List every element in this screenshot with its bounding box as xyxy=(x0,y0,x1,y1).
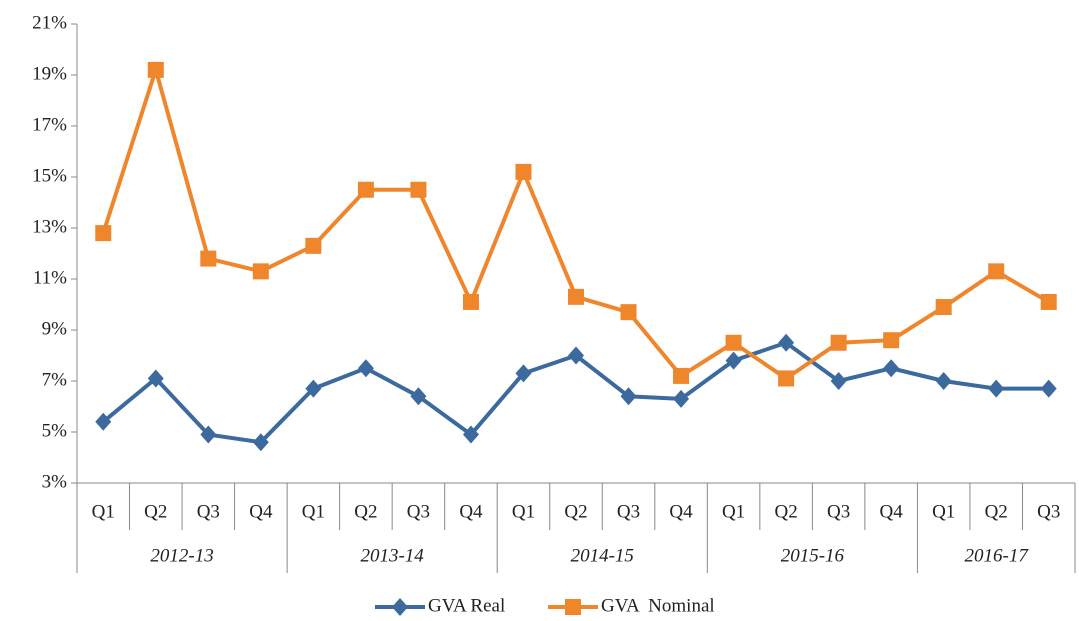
legend-label: GVA Nominal xyxy=(601,595,715,616)
x-tick-label: Q3 xyxy=(827,501,850,522)
y-tick-label: 15% xyxy=(32,165,67,186)
x-tick-label: Q4 xyxy=(669,501,693,522)
x-tick-label: Q4 xyxy=(249,501,273,522)
x-tick-label: Q1 xyxy=(932,501,955,522)
point-marker xyxy=(725,351,742,370)
point-marker xyxy=(935,299,952,316)
point-marker xyxy=(1040,379,1057,398)
y-tick-label: 17% xyxy=(32,114,67,135)
x-tick-label: Q2 xyxy=(774,501,797,522)
x-tick-label: Q1 xyxy=(722,501,745,522)
group-label: 2013-14 xyxy=(360,545,424,566)
point-marker xyxy=(778,370,795,387)
y-tick-label: 3% xyxy=(42,471,68,492)
x-tick-label: Q2 xyxy=(564,501,587,522)
point-marker xyxy=(147,369,164,388)
point-marker xyxy=(883,332,900,349)
point-marker xyxy=(673,367,690,384)
point-marker xyxy=(410,181,427,198)
point-marker xyxy=(673,389,690,408)
x-tick-label: Q1 xyxy=(302,501,325,522)
x-tick-label: Q2 xyxy=(144,501,167,522)
group-label: 2015-16 xyxy=(781,545,845,566)
point-marker xyxy=(568,288,584,305)
point-marker xyxy=(200,250,217,267)
x-tick-label: Q4 xyxy=(880,501,904,522)
point-marker xyxy=(988,379,1005,398)
point-marker xyxy=(1040,293,1057,310)
group-label: 2014-15 xyxy=(571,545,634,566)
y-tick-label: 7% xyxy=(42,369,68,390)
group-label: 2012-13 xyxy=(150,545,213,566)
x-tick-label: Q3 xyxy=(1037,501,1060,522)
y-tick-label: 11% xyxy=(33,267,67,288)
point-marker xyxy=(95,225,112,242)
point-marker xyxy=(462,425,479,444)
point-marker xyxy=(778,333,795,352)
point-marker xyxy=(305,237,322,254)
y-tick-label: 13% xyxy=(32,216,67,237)
point-marker xyxy=(462,293,479,310)
y-tick-label: 19% xyxy=(32,63,67,84)
point-marker xyxy=(725,334,742,351)
y-tick-label: 9% xyxy=(42,318,68,339)
point-marker xyxy=(95,412,112,431)
point-marker xyxy=(252,263,269,280)
x-tick-label: Q1 xyxy=(92,501,115,522)
point-marker xyxy=(883,359,900,378)
x-tick-label: Q3 xyxy=(197,501,220,522)
point-marker xyxy=(988,263,1005,280)
point-marker xyxy=(515,163,532,180)
y-tick-label: 5% xyxy=(42,420,68,441)
x-tick-label: Q3 xyxy=(617,501,640,522)
point-marker xyxy=(410,387,427,406)
point-marker xyxy=(935,372,952,390)
group-label: 2016-17 xyxy=(965,545,1030,566)
point-marker xyxy=(147,61,164,78)
x-tick-label: Q2 xyxy=(985,501,1008,522)
x-tick-label: Q4 xyxy=(459,501,483,522)
y-tick-label: 21% xyxy=(32,12,67,33)
x-tick-label: Q3 xyxy=(407,501,430,522)
legend-marker xyxy=(565,599,581,615)
x-tick-label: Q2 xyxy=(354,501,377,522)
series-line xyxy=(101,67,1050,381)
point-marker xyxy=(620,387,637,406)
point-marker xyxy=(357,359,374,378)
point-marker xyxy=(200,425,217,444)
point-marker xyxy=(620,304,637,321)
x-tick-label: Q1 xyxy=(512,501,535,522)
point-marker xyxy=(515,364,532,383)
point-marker xyxy=(830,334,847,351)
legend-label: GVA Real xyxy=(428,595,505,616)
legend-marker xyxy=(392,598,408,616)
point-marker xyxy=(357,181,374,198)
point-marker xyxy=(252,433,269,452)
point-marker xyxy=(568,346,584,365)
point-marker xyxy=(305,379,322,398)
point-marker xyxy=(830,372,847,390)
